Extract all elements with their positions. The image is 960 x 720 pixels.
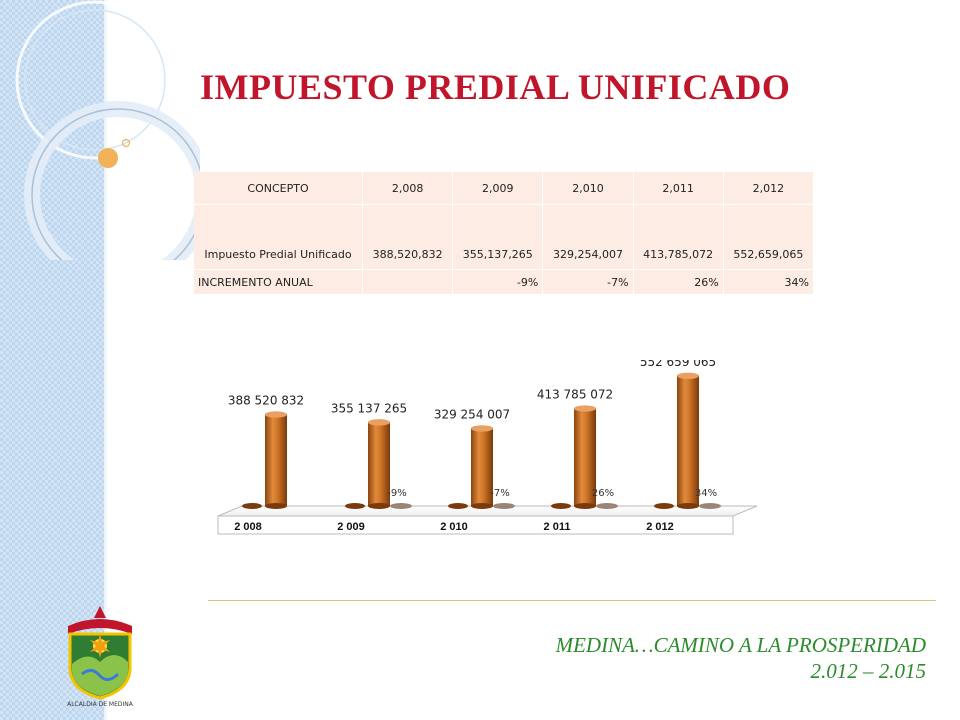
data-label: 413 785 072 [537, 388, 613, 402]
bar-cap [471, 425, 493, 432]
base-disc [345, 503, 365, 509]
decorative-circles [15, 0, 200, 260]
chart-floor [217, 505, 758, 535]
table-cell: 413,785,072 [633, 204, 724, 270]
table-cell: Impuesto Predial Unificado [194, 204, 363, 270]
base-disc [551, 503, 571, 509]
side-band-edge [104, 0, 108, 720]
table-cell: 2,009 [452, 172, 544, 205]
base-disc [654, 503, 674, 509]
table-cell: 2,011 [633, 172, 724, 205]
value-bar [677, 375, 699, 506]
table-cell: 26% [633, 269, 724, 295]
municipal-crest-logo: ALCALDIA DE MEDINA [67, 606, 134, 708]
increment-disc [493, 503, 515, 509]
bar-cap [677, 372, 699, 379]
page-title: IMPUESTO PREDIAL UNIFICADO [200, 67, 791, 107]
data-label: 552 659 065 [640, 360, 716, 369]
table-cell: 329,254,007 [542, 204, 634, 270]
table-cell: 34% [723, 269, 815, 295]
footer-motto: MEDINA…CAMINO A LA PROSPERIDAD 2.012 – 2… [556, 632, 926, 684]
bar-cap [574, 405, 596, 412]
table-row: Impuesto Predial Unificado 388,520,832 3… [194, 204, 815, 270]
value-bar [471, 428, 493, 506]
tax-data-table: CONCEPTO 2,008 2,009 2,010 2,011 2,012 I… [194, 172, 815, 295]
base-disc [242, 503, 262, 509]
table-cell: 388,520,832 [362, 204, 454, 270]
data-label: 388 520 832 [228, 393, 304, 407]
crest-caption: ALCALDIA DE MEDINA [67, 701, 134, 708]
table-cell: 2,010 [542, 172, 634, 205]
increment-disc [699, 503, 721, 509]
increment-label: 26% [592, 488, 614, 499]
table-row: INCREMENTO ANUAL -9% -7% 26% 34% [194, 269, 815, 295]
value-bar [574, 408, 596, 506]
x-tick-label: 2 012 [646, 521, 674, 533]
x-tick-label: 2 010 [440, 521, 468, 533]
base-disc [448, 503, 468, 509]
table-cell: -9% [452, 269, 544, 295]
bar-cap [265, 411, 287, 418]
increment-label: -9% [387, 488, 406, 499]
value-bar [265, 414, 287, 506]
value-bar [368, 422, 390, 506]
table-cell: 2,012 [723, 172, 815, 205]
motto-line: MEDINA…CAMINO A LA PROSPERIDAD [555, 633, 926, 657]
table-cell: -7% [542, 269, 634, 295]
motto-years: 2.012 – 2.015 [810, 659, 927, 683]
table-cell: 355,137,265 [452, 204, 544, 270]
x-tick-label: 2 008 [234, 521, 262, 533]
bar-cap [368, 419, 390, 426]
table-cell: INCREMENTO ANUAL [194, 269, 363, 295]
increment-disc [390, 503, 412, 509]
increment-disc [596, 503, 618, 509]
increment-label: -7% [490, 488, 509, 499]
x-tick-label: 2 009 [337, 521, 365, 533]
table-cell [362, 269, 454, 295]
data-label: 355 137 265 [331, 401, 407, 415]
increment-label: 34% [695, 488, 717, 499]
data-label: 329 254 007 [434, 407, 510, 421]
table-cell: 2,008 [362, 172, 454, 205]
bar-chart: 2 008 388 520 832 2 009 355 137 265 -9% 2 010… [217, 360, 758, 535]
table-cell: 552,659,065 [723, 204, 815, 270]
x-tick-label: 2 011 [544, 521, 571, 533]
orange-dot-icon [98, 148, 118, 168]
table-cell: CONCEPTO [194, 172, 363, 205]
table-header-row: CONCEPTO 2,008 2,009 2,010 2,011 2,012 [194, 172, 815, 205]
footer-divider [208, 600, 936, 601]
